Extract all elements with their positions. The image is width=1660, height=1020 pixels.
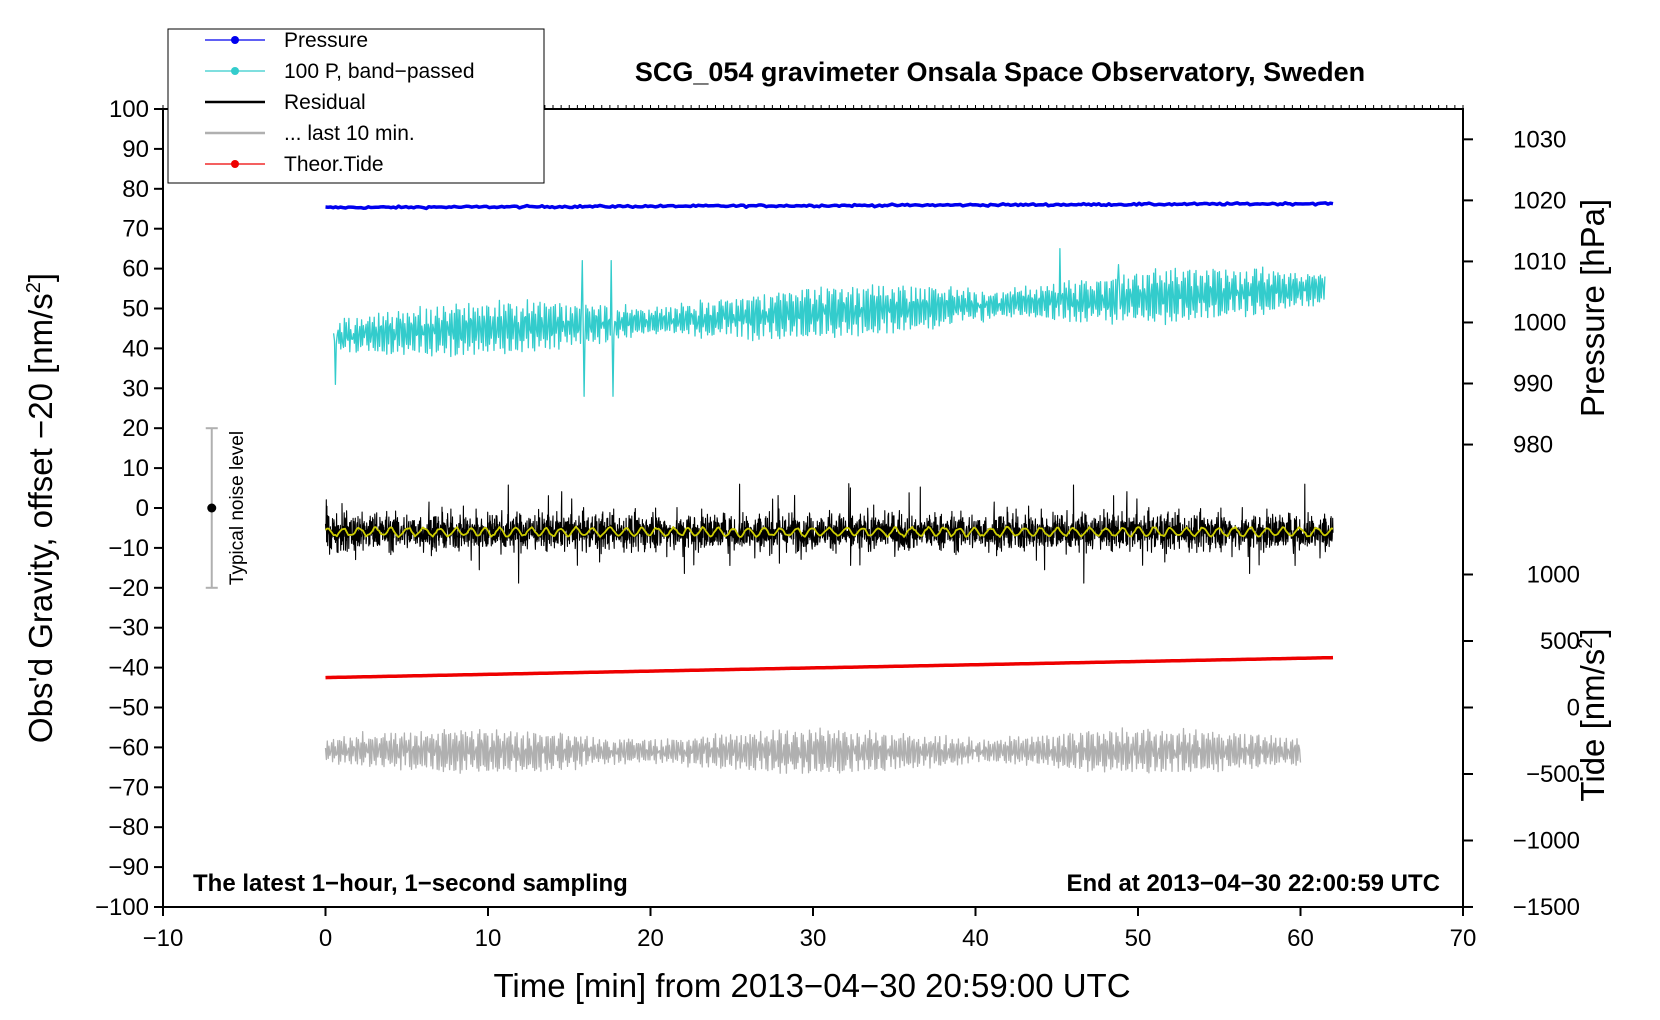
y-tick-label: 90 xyxy=(122,136,149,163)
pressure-tick-label: 1030 xyxy=(1513,126,1566,153)
x-tick-label: 20 xyxy=(637,925,664,952)
y-tick-label: −50 xyxy=(108,695,149,722)
y-tick-label: −100 xyxy=(95,894,149,921)
tide-tick-label: 1000 xyxy=(1527,562,1580,589)
chart-title: SCG_054 gravimeter Onsala Space Observat… xyxy=(635,57,1365,87)
x-tick-label: 10 xyxy=(475,925,502,952)
series-line-theor-tide xyxy=(325,655,1334,680)
pressure-axis: 980 990 1000 1010 1020 1030 xyxy=(1463,126,1566,459)
y-axis-title: Obs'd Gravity, offset −20 [nm/s2] xyxy=(22,273,59,743)
pressure-tick-label: 1000 xyxy=(1513,309,1566,336)
legend-marker xyxy=(231,160,239,168)
data-series xyxy=(324,201,1334,774)
y-tick-label: 50 xyxy=(122,296,149,323)
pressure-tick-label: 980 xyxy=(1513,432,1553,459)
tide-axis-title-main: Tide [nm/s xyxy=(1574,649,1611,802)
x-tick-label: 40 xyxy=(962,925,989,952)
legend-label: 100 P, band−passed xyxy=(284,60,475,83)
series-line-last-10-min xyxy=(324,727,1302,774)
series-line-pressure xyxy=(325,201,1334,211)
pressure-tick-label: 1020 xyxy=(1513,187,1566,214)
y-tick-label: −60 xyxy=(108,734,149,761)
y-tick-label: 20 xyxy=(122,415,149,442)
legend: Pressure 100 P, band−passed Residual ... la… xyxy=(167,28,545,184)
noise-level-bar: Typical noise level xyxy=(205,427,248,589)
y-tick-label: 10 xyxy=(122,455,149,482)
tide-axis-title-close: ] xyxy=(1574,628,1611,637)
pressure-tick-label: 1010 xyxy=(1513,248,1566,275)
x-axis: −10 0 10 20 30 40 50 60 70 xyxy=(143,907,1477,952)
tide-axis-title: Tide [nm/s2] xyxy=(1574,628,1611,801)
y-axis-title-main: Obs'd Gravity, offset −20 [nm/s xyxy=(22,293,59,743)
y-tick-label: 40 xyxy=(122,335,149,362)
y-axis-title-superscript: 2 xyxy=(23,282,45,293)
y-tick-label: 60 xyxy=(122,256,149,283)
y-tick-label: −10 xyxy=(108,535,149,562)
pressure-tick-label: 990 xyxy=(1513,371,1553,398)
x-tick-label: −10 xyxy=(143,925,184,952)
legend-box xyxy=(167,28,545,184)
legend-marker xyxy=(231,67,239,75)
series-line-100-p-band-passed xyxy=(332,248,1326,397)
tide-axis: 1000 500 0 −500 −1000 −1500 xyxy=(1463,562,1580,921)
y-tick-label: 100 xyxy=(109,96,149,123)
tide-tick-label: 500 xyxy=(1540,628,1580,655)
x-tick-label: 70 xyxy=(1450,925,1477,952)
y-tick-label: −20 xyxy=(108,575,149,602)
x-tick-label: 50 xyxy=(1125,925,1152,952)
series-line-residual xyxy=(324,483,1334,584)
tide-tick-label: −1500 xyxy=(1513,894,1580,921)
legend-label: Pressure xyxy=(284,29,368,52)
left-y-axis: 1009080706050403020100−10−20−30−40−50−60… xyxy=(95,96,163,921)
legend-label: Residual xyxy=(284,91,366,114)
x-tick-label: 60 xyxy=(1287,925,1314,952)
y-tick-label: −80 xyxy=(108,814,149,841)
series-line-residual-smoothed xyxy=(324,525,1334,538)
x-tick-label: 30 xyxy=(800,925,827,952)
tide-tick-label: 0 xyxy=(1567,695,1580,722)
sampling-annotation: The latest 1−hour, 1−second sampling xyxy=(193,870,628,897)
noise-bar-label: Typical noise level xyxy=(227,431,248,585)
x-tick-label: 0 xyxy=(319,925,332,952)
y-tick-label: −90 xyxy=(108,854,149,881)
tide-tick-label: −1000 xyxy=(1513,827,1580,854)
y-axis-title-close: ] xyxy=(22,273,59,282)
legend-label: Theor.Tide xyxy=(284,153,384,176)
legend-marker xyxy=(231,36,239,44)
y-tick-label: −40 xyxy=(108,655,149,682)
tide-axis-title-superscript: 2 xyxy=(1575,638,1597,649)
end-time-annotation: End at 2013−04−30 22:00:59 UTC xyxy=(1066,870,1440,897)
tide-tick-label: −500 xyxy=(1526,761,1580,788)
x-axis-title: Time [min] from 2013−04−30 20:59:00 UTC xyxy=(493,967,1130,1004)
y-tick-label: −30 xyxy=(108,615,149,642)
legend-label: ... last 10 min. xyxy=(284,122,415,145)
noise-bar-center-dot xyxy=(207,503,217,513)
y-tick-label: 80 xyxy=(122,176,149,203)
plot-frame xyxy=(162,108,1464,908)
y-tick-label: 70 xyxy=(122,216,149,243)
y-tick-label: 30 xyxy=(122,375,149,402)
y-tick-label: −70 xyxy=(108,774,149,801)
y-tick-label: 0 xyxy=(136,495,149,522)
pressure-axis-title: Pressure [hPa] xyxy=(1574,199,1611,417)
